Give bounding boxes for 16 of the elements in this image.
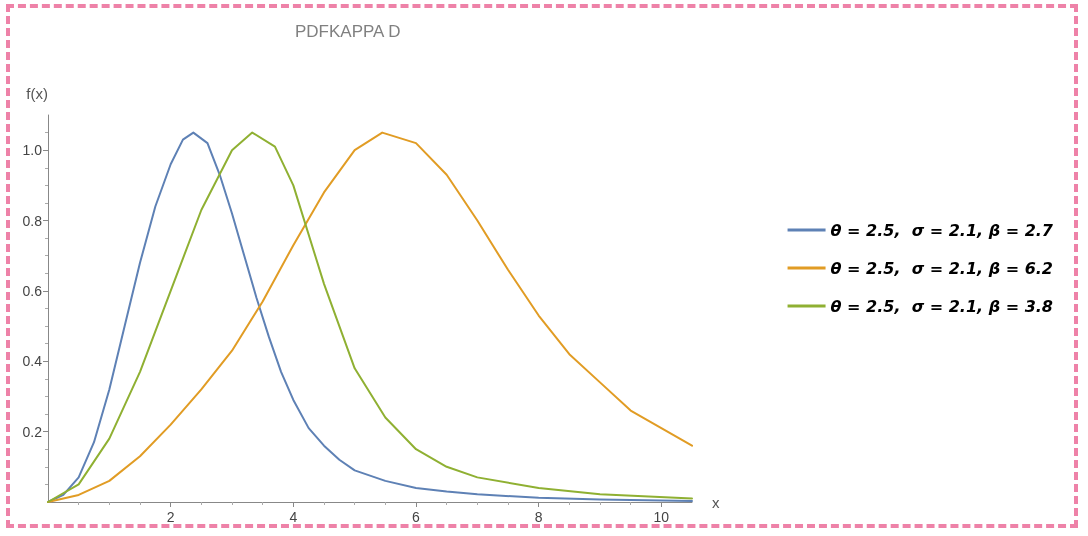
y-tick-label: 0.8 <box>22 212 43 229</box>
y-axis-title: f(x) <box>26 85 48 102</box>
x-tick-label: 4 <box>289 509 298 525</box>
y-tick-label: 0.2 <box>22 423 43 440</box>
y-tick-label: 0.4 <box>22 353 43 370</box>
x-tick-label: 8 <box>534 509 543 525</box>
x-tick-label: 10 <box>653 509 670 525</box>
x-axis-title: x <box>712 493 720 511</box>
y-tick-label: 1.0 <box>22 142 43 159</box>
legend-label: θ = 2.5, σ = 2.1, β = 2.7 <box>830 220 1054 240</box>
chart-title: PDFKAPPA D <box>295 22 401 41</box>
legend-label: θ = 2.5, σ = 2.1, β = 6.2 <box>830 258 1054 278</box>
x-tick-label: 2 <box>166 509 175 525</box>
y-tick-label: 0.6 <box>22 282 43 299</box>
legend-label: θ = 2.5, σ = 2.1, β = 3.8 <box>830 296 1054 316</box>
x-tick-label: 6 <box>412 509 421 525</box>
